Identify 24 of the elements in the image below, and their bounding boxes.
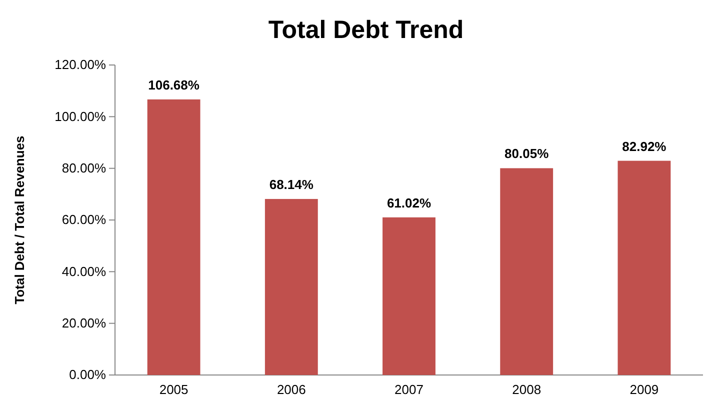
bar xyxy=(264,198,318,375)
bar xyxy=(382,217,436,375)
data-label: 82.92% xyxy=(622,138,667,154)
y-tick-label: 40.00% xyxy=(62,264,106,279)
y-axis-title: Total Debt / Total Revenues xyxy=(12,136,27,304)
y-tick-label: 20.00% xyxy=(62,315,106,330)
data-label: 106.68% xyxy=(148,77,200,92)
y-tick-label: 80.00% xyxy=(62,160,106,176)
x-tick-label: 2007 xyxy=(394,382,424,398)
y-tick-label: 120.00% xyxy=(54,57,106,72)
x-tick-label: 2009 xyxy=(630,382,659,398)
chart-title: Total Debt Trend xyxy=(268,16,464,44)
x-tick-label: 2006 xyxy=(276,382,306,398)
y-tick-label: 100.00% xyxy=(54,108,106,124)
data-label: 68.14% xyxy=(269,176,314,192)
data-label: 80.05% xyxy=(504,146,550,162)
y-tick-label: 0.00% xyxy=(69,367,106,382)
x-tick-label: 2005 xyxy=(159,382,188,398)
bar xyxy=(618,160,671,375)
x-tick-label: 2008 xyxy=(512,382,542,398)
bar xyxy=(147,99,200,375)
y-tick-label: 60.00% xyxy=(62,212,106,228)
bar xyxy=(500,168,554,375)
data-label: 61.02% xyxy=(386,195,432,210)
